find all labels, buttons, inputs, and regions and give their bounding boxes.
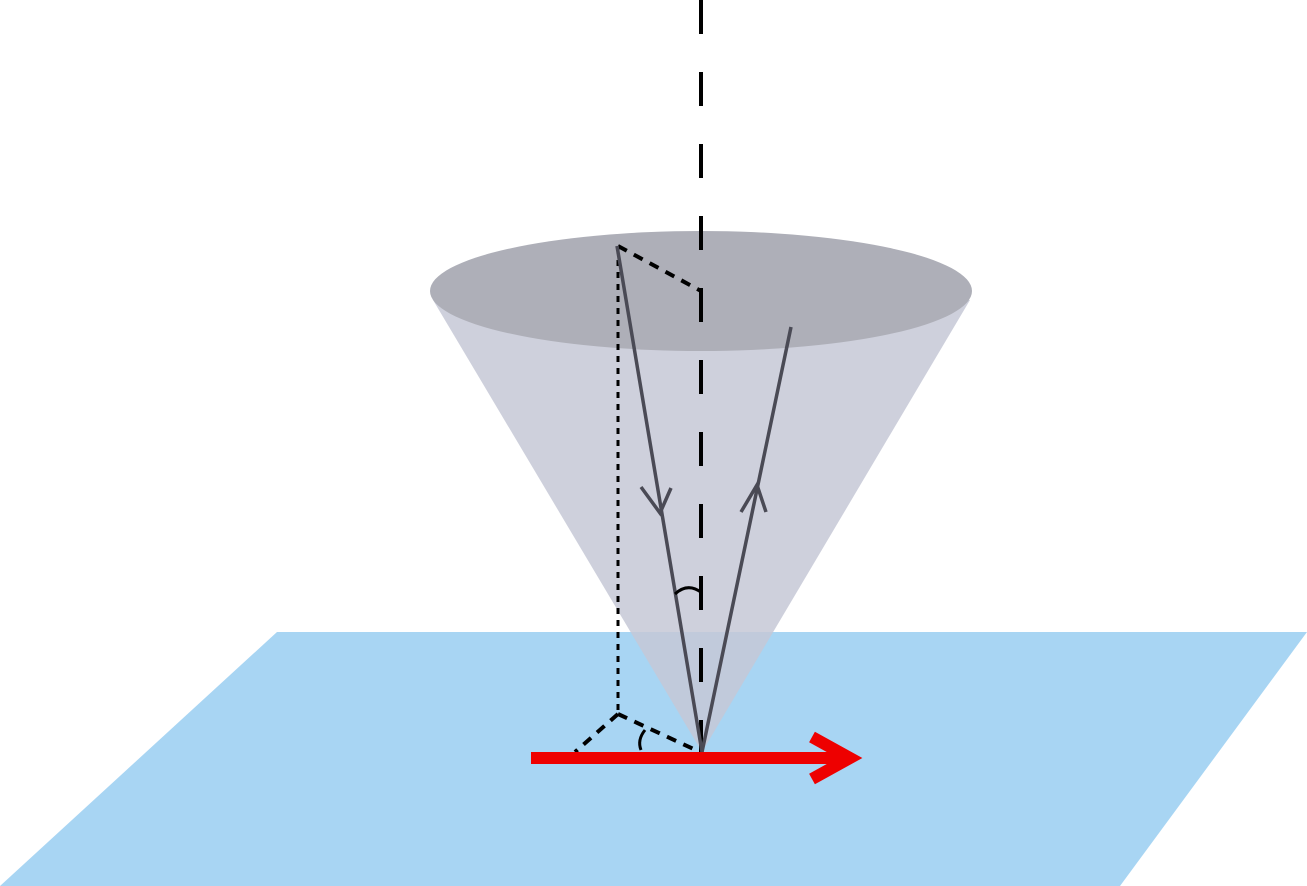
azimuth-angle-arc [638, 729, 647, 751]
direction-arrow-head [809, 731, 863, 785]
reflected-ray-arrowhead [739, 480, 768, 513]
top-radius-line [617, 244, 702, 293]
plane-projection-line-left [573, 712, 620, 754]
incidence-angle-arc [673, 586, 703, 596]
reflected-ray [700, 326, 793, 753]
incident-ray-arrowhead [639, 485, 673, 517]
plane-projection-line-right [617, 712, 701, 754]
incident-ray [615, 245, 704, 753]
